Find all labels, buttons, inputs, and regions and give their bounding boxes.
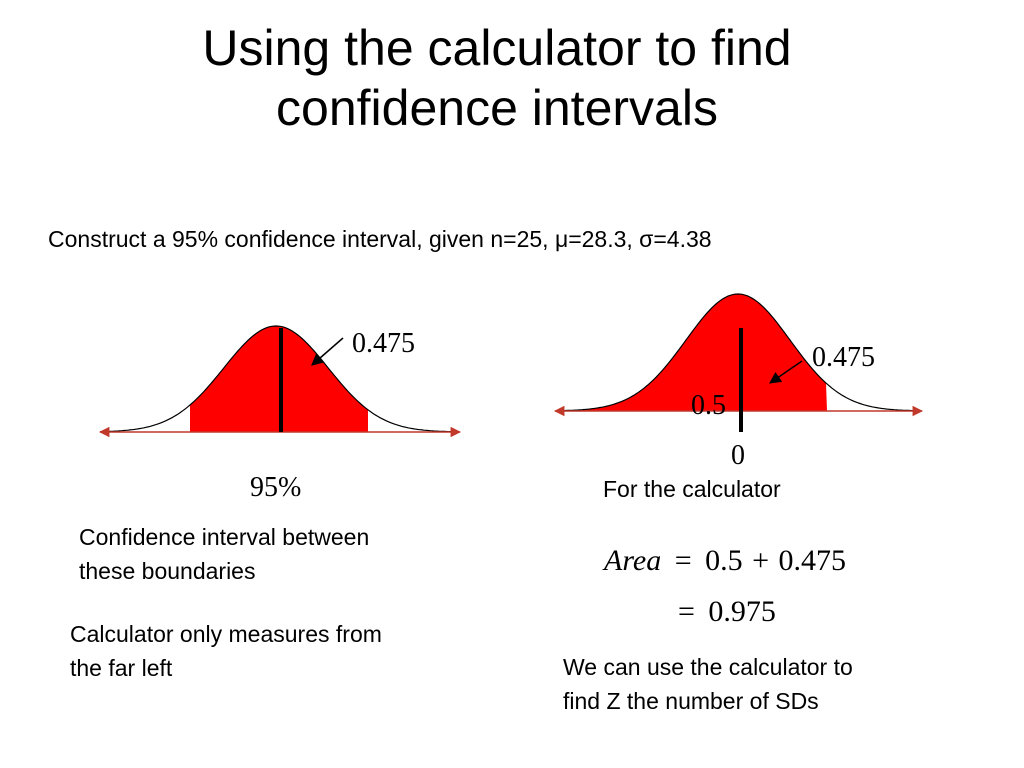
left-note-line2: the far left (70, 655, 173, 681)
left-area-label: 0.475 (352, 328, 415, 359)
slide-title: Using the calculator to find confidence … (0, 18, 994, 138)
slide-title-line1: Using the calculator to find (202, 20, 792, 76)
area-equation: Area = 0.5 + 0.475 (604, 544, 846, 578)
right-note-line2: find Z the number of SDs (563, 688, 819, 714)
area-equation-plus: + (752, 544, 770, 577)
area-equation-term-b: 0.475 (778, 544, 847, 577)
area-equation-term-a: 0.5 (705, 544, 743, 577)
result-equation: = 0.975 (678, 595, 776, 629)
right-curve-outline (559, 293, 918, 412)
right-area-pointer (769, 360, 803, 384)
right-note: We can use the calculator to find Z the … (563, 650, 853, 718)
result-equation-equals: = (678, 595, 695, 628)
left-note-line1: Calculator only measures from (70, 621, 382, 647)
problem-statement: Construct a 95% confidence interval, giv… (48, 226, 712, 252)
right-zero-label: 0 (731, 440, 745, 471)
left-caption-line1: Confidence interval between (79, 524, 370, 550)
left-curve-outline (99, 325, 459, 433)
left-area-pointer (311, 337, 344, 366)
left-note: Calculator only measures from the far le… (70, 617, 382, 685)
left-caption: Confidence interval between these bounda… (79, 520, 369, 588)
area-equation-lhs: Area (604, 544, 662, 577)
result-equation-value: 0.975 (708, 595, 776, 628)
right-normal-curve (553, 293, 924, 432)
right-area-label: 0.475 (812, 342, 875, 373)
right-note-line1: We can use the calculator to (563, 654, 853, 680)
right-caption: For the calculator (603, 476, 781, 502)
left-caption-line2: these boundaries (79, 558, 256, 584)
right-left-area-label: 0.5 (691, 390, 726, 421)
right-shaded-region (562, 294, 827, 411)
left-normal-curve (98, 325, 462, 438)
slide-title-line2: confidence intervals (276, 80, 718, 136)
left-percent-label: 95% (250, 472, 302, 503)
area-equation-equals: = (674, 544, 692, 577)
